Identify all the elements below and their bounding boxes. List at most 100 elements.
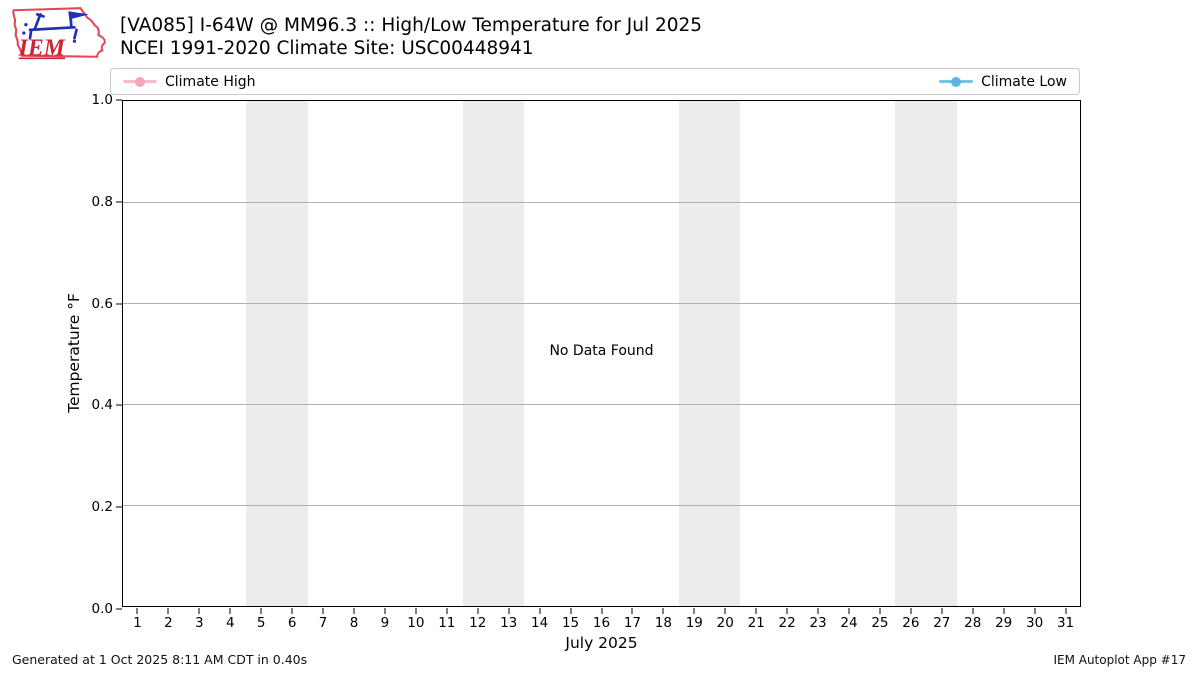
x-tick-mark [322, 608, 324, 614]
weekend-band [246, 101, 309, 606]
y-tick-mark [116, 303, 122, 305]
x-tick-mark [817, 608, 819, 614]
app-credit: IEM Autoplot App #17 [1053, 653, 1186, 667]
y-gridline [123, 202, 1080, 203]
climate-low-marker-icon [939, 76, 974, 87]
x-tick-label: 29 [995, 615, 1013, 631]
chart-titles: [VA085] I-64W @ MM96.3 :: High/Low Tempe… [120, 15, 702, 60]
x-tick-label: 14 [531, 615, 549, 631]
x-tick-mark [260, 608, 262, 614]
x-tick-label: 23 [809, 615, 827, 631]
x-tick-mark [972, 608, 974, 614]
x-tick-mark [848, 608, 850, 614]
x-axis-tick-marks [122, 608, 1081, 615]
chart-title: [VA085] I-64W @ MM96.3 :: High/Low Tempe… [120, 15, 703, 36]
iem-logo-icon: IEM [12, 7, 106, 62]
y-tick-label: 0.4 [91, 397, 113, 414]
x-tick-mark [136, 608, 138, 614]
legend: Climate High Climate Low [110, 68, 1080, 95]
x-tick-mark [539, 608, 541, 614]
x-tick-mark [910, 608, 912, 614]
x-tick-label: 21 [747, 615, 765, 631]
x-tick-mark [1003, 608, 1005, 614]
vane-flag [68, 11, 89, 20]
iowa-outline [12, 7, 106, 58]
x-tick-mark [662, 608, 664, 614]
x-axis-tick-labels: 1 2 3 4 5 6 7 8 9 10 11 12 13 14 15 16 17 18 19 20 21 22 23 24 2… [122, 615, 1081, 633]
weekend-band [894, 101, 957, 606]
x-tick-label: 3 [195, 615, 204, 631]
x-tick-label: 27 [933, 615, 951, 631]
x-tick-label: 7 [318, 615, 328, 631]
generated-timestamp: Generated at 1 Oct 2025 8:11 AM CDT in 0… [12, 652, 308, 667]
x-tick-label: 2 [164, 615, 173, 631]
x-tick-label: 13 [500, 615, 518, 631]
x-tick-label: 30 [1026, 615, 1044, 631]
x-tick-mark [167, 608, 169, 614]
weekend-band [678, 101, 741, 606]
x-tick-label: 26 [902, 615, 920, 631]
x-tick-label: 10 [407, 615, 425, 631]
x-tick-mark [508, 608, 510, 614]
y-tick-label: 0.2 [91, 499, 113, 516]
y-axis-label: Temperature °F [65, 293, 83, 413]
x-tick-mark [415, 608, 417, 614]
x-tick-mark [446, 608, 448, 614]
x-tick-mark [229, 608, 231, 614]
x-tick-label: 1 [133, 615, 142, 631]
x-tick-label: 12 [469, 615, 487, 631]
x-tick-label: 11 [438, 615, 456, 631]
y-tick-mark [116, 201, 122, 203]
y-tick-mark [116, 506, 122, 508]
y-gridline [123, 505, 1080, 506]
legend-label-climate-low: Climate Low [981, 73, 1067, 90]
y-tick-mark [116, 99, 122, 101]
y-tick-mark [116, 404, 122, 406]
x-tick-mark [570, 608, 572, 614]
x-tick-mark [1034, 608, 1036, 614]
legend-item-climate-high: Climate High [123, 74, 256, 90]
x-tick-label: 28 [964, 615, 982, 631]
x-axis-label: July 2025 [565, 634, 638, 652]
x-tick-mark [601, 608, 602, 614]
x-tick-mark [941, 608, 943, 614]
y-gridline [123, 303, 1080, 304]
x-tick-mark [879, 608, 881, 614]
x-tick-label: 16 [592, 615, 611, 631]
x-tick-mark [384, 608, 386, 614]
iem-logo-text: IEM [18, 36, 66, 62]
x-tick-mark [291, 608, 293, 614]
x-tick-label: 6 [287, 615, 297, 631]
x-tick-mark [631, 608, 633, 614]
x-tick-label: 20 [716, 615, 734, 631]
x-tick-label: 15 [561, 615, 580, 631]
x-tick-label: 4 [225, 615, 235, 631]
x-tick-mark [198, 608, 200, 614]
y-tick-label: 0.0 [91, 601, 113, 617]
x-tick-mark [755, 608, 757, 614]
x-tick-mark [693, 608, 695, 614]
legend-item-climate-low: Climate Low [939, 74, 1067, 90]
x-tick-label: 25 [871, 615, 889, 631]
y-tick-label: 0.8 [91, 193, 113, 210]
climate-high-marker-icon [123, 76, 157, 87]
x-tick-label: 31 [1056, 615, 1075, 631]
y-axis-tick-marks [116, 99, 122, 610]
y-tick-label: 1.0 [91, 92, 113, 108]
plot-area: No Data Found [122, 100, 1081, 607]
x-tick-label: 24 [840, 615, 858, 631]
x-tick-mark [786, 608, 788, 614]
no-data-message: No Data Found [549, 342, 654, 359]
legend-label-climate-high: Climate High [165, 73, 256, 90]
x-tick-label: 8 [349, 615, 359, 631]
x-tick-label: 5 [256, 615, 266, 631]
y-gridline [123, 404, 1080, 405]
y-tick-mark [116, 608, 122, 610]
y-tick-label: 0.6 [91, 295, 113, 312]
x-tick-mark [477, 608, 479, 614]
y-axis-tick-labels: 0.0 0.2 0.4 0.6 0.8 1.0 [60, 92, 113, 617]
x-tick-label: 9 [380, 615, 390, 631]
x-tick-label: 22 [778, 615, 796, 631]
x-tick-mark [724, 608, 726, 614]
x-tick-label: 18 [654, 615, 672, 631]
